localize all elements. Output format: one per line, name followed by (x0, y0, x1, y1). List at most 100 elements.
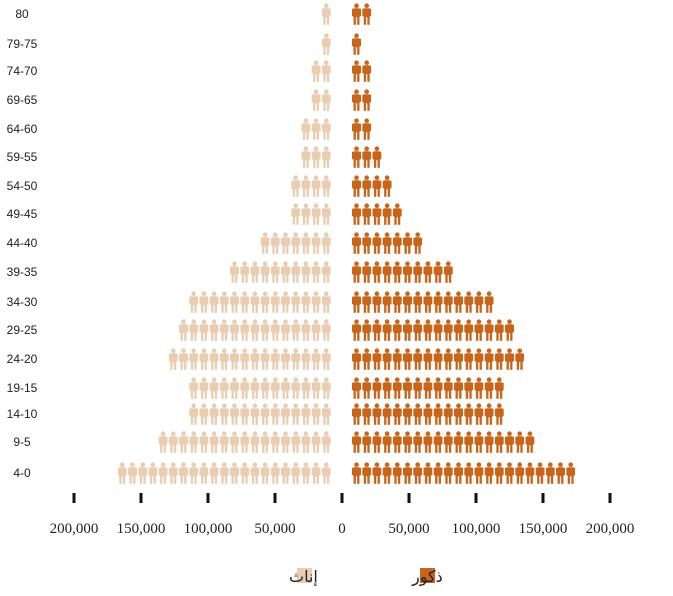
female-person-icon (260, 232, 270, 254)
male-person-icon (484, 291, 494, 313)
female-person-icon (313, 3, 321, 25)
female-person-icon (168, 462, 178, 484)
x-axis-tick-label: 100,000 (184, 521, 233, 537)
age-group-label: 34-30 (7, 295, 38, 309)
male-person-icon (484, 431, 494, 453)
female-person-icon (321, 146, 331, 168)
male-person-icon (372, 3, 374, 25)
age-group-label: 9-5 (13, 435, 31, 449)
female-person-icon (291, 146, 301, 168)
male-person-icon (525, 462, 535, 484)
male-person-icon (413, 319, 423, 341)
male-person-icon (423, 377, 433, 399)
age-group-label: 29-25 (7, 323, 38, 337)
female-person-icon (281, 403, 290, 425)
male-person-icon (484, 403, 494, 425)
female-person-icon (281, 462, 290, 484)
male-person-icon (362, 3, 372, 25)
male-person-icon (403, 291, 412, 313)
male-person-icon (484, 377, 494, 399)
female-person-icon (187, 403, 188, 425)
female-person-icon (128, 462, 137, 484)
male-person-icon (372, 146, 382, 168)
female-bar-0 (110, 462, 331, 484)
age-group-label: 74-70 (7, 64, 38, 78)
male-person-icon (454, 462, 463, 484)
x-axis-tick (139, 493, 143, 503)
female-person-icon (311, 403, 321, 425)
male-person-icon (515, 319, 520, 341)
male-bar-5 (352, 319, 520, 341)
male-person-icon (515, 462, 525, 484)
female-person-icon (219, 319, 229, 341)
male-person-icon (372, 431, 382, 453)
legend-female-swatch (297, 568, 312, 583)
female-person-icon (321, 431, 331, 453)
male-person-icon (515, 431, 525, 453)
female-person-icon (189, 431, 199, 453)
female-person-icon (301, 60, 310, 81)
male-person-icon (372, 348, 382, 370)
female-bar-10 (283, 175, 331, 197)
x-axis-tick (340, 493, 344, 503)
male-person-icon (392, 377, 402, 399)
male-person-icon (494, 319, 504, 341)
male-person-icon (392, 291, 402, 313)
legend-male-swatch (420, 568, 435, 583)
female-person-icon (291, 203, 301, 225)
female-person-icon (209, 431, 219, 453)
female-person-icon (240, 319, 250, 341)
male-person-icon (576, 462, 583, 484)
female-person-icon (230, 261, 239, 283)
female-bar-5 (173, 319, 331, 341)
male-person-icon (505, 319, 514, 341)
male-person-icon (505, 431, 514, 453)
female-person-icon (321, 203, 331, 225)
female-person-icon (250, 261, 260, 283)
male-person-icon (454, 319, 463, 341)
female-bar-4 (168, 348, 331, 370)
legend-female-label: إناث (289, 567, 318, 586)
female-person-icon (179, 462, 188, 484)
female-person-icon (311, 203, 321, 225)
male-person-icon (423, 462, 433, 484)
female-person-icon (250, 403, 260, 425)
female-person-icon (270, 431, 280, 453)
female-person-icon (187, 291, 188, 313)
male-person-icon (413, 403, 423, 425)
female-person-icon (151, 431, 158, 453)
female-person-icon (321, 462, 331, 484)
male-person-icon (443, 431, 453, 453)
female-person-icon (301, 291, 311, 313)
age-group-label: 69-65 (7, 93, 38, 107)
female-person-icon (260, 462, 270, 484)
female-person-icon (321, 3, 331, 25)
male-person-icon (413, 261, 423, 283)
age-group-label: 19-15 (7, 381, 38, 395)
male-person-icon (535, 462, 545, 484)
male-bar-9 (352, 203, 409, 225)
male-person-icon (443, 377, 453, 399)
male-person-icon (392, 319, 402, 341)
female-person-icon (240, 377, 250, 399)
male-person-icon (525, 431, 535, 453)
male-bar-0 (352, 462, 583, 484)
female-person-icon (311, 319, 321, 341)
male-person-icon (403, 232, 412, 254)
male-person-icon (443, 403, 453, 425)
female-person-icon (305, 89, 311, 111)
female-person-icon (199, 462, 209, 484)
male-person-icon (372, 377, 382, 399)
female-person-icon (321, 403, 331, 425)
male-person-icon (362, 60, 372, 82)
female-person-icon (199, 377, 209, 399)
female-bar-14 (301, 60, 331, 82)
male-person-icon (362, 462, 372, 484)
x-axis-tick (407, 493, 411, 503)
male-person-icon (382, 377, 392, 399)
female-person-icon (250, 462, 260, 484)
male-person-icon (403, 348, 412, 370)
female-person-icon (260, 377, 270, 399)
male-person-icon (494, 403, 504, 425)
female-person-icon (230, 403, 239, 425)
